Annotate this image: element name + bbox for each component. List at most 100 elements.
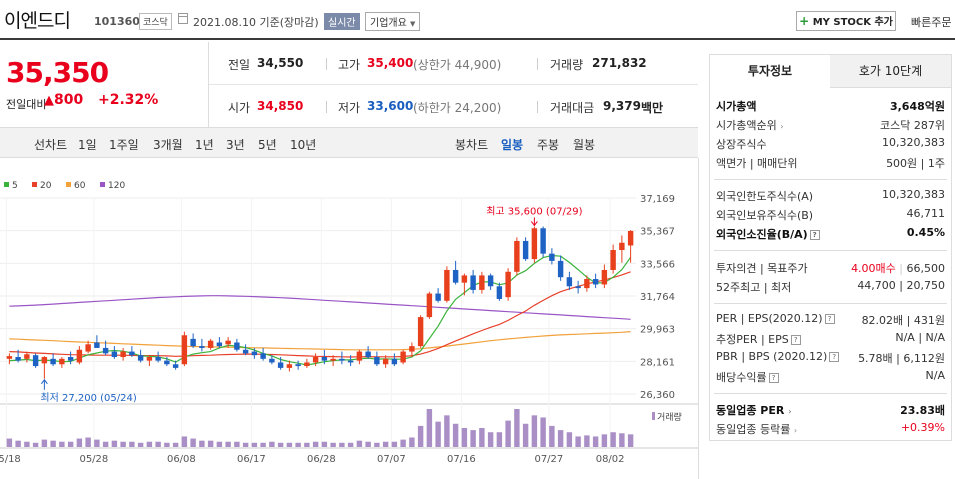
listed-shares-row: 상장주식수 10,320,383 xyxy=(716,136,945,151)
volume-bar xyxy=(85,437,91,447)
candle-body xyxy=(487,275,494,287)
x-tick-label: 08/02 xyxy=(596,454,625,465)
candle-body xyxy=(592,279,599,285)
industry-rate-row[interactable]: 동일업종 등락률 › +0.39% xyxy=(716,421,945,436)
volume-bar xyxy=(111,440,118,447)
min-annotation: 최저 27,200 (05/24) xyxy=(40,392,136,404)
volume-bar xyxy=(461,428,468,447)
diff-label: 전일대비 xyxy=(6,98,47,111)
chevron-right-icon: › xyxy=(788,407,792,416)
help-icon[interactable]: ? xyxy=(790,335,801,345)
market-cap-rank-row[interactable]: 시가총액순위 › 코스닥 287위 xyxy=(716,119,945,132)
candle-body xyxy=(409,346,415,352)
volume-bar xyxy=(304,442,310,447)
period-5y[interactable]: 5년 xyxy=(258,138,277,152)
min-arrow-head xyxy=(40,378,48,385)
base-date: 2021.08.10 기준(장마감) xyxy=(193,16,319,29)
volume-bar xyxy=(592,436,599,447)
high-label: 고가 xyxy=(338,58,361,72)
period-1d[interactable]: 1일 xyxy=(78,138,97,152)
x-tick-label: 06/08 xyxy=(167,454,196,465)
volume-value: 271,832 xyxy=(592,56,647,70)
foreign-limit-row: 외국인한도주식수(A) 10,320,383 xyxy=(716,188,945,203)
candle-body xyxy=(505,271,511,298)
volume-bar xyxy=(330,442,336,447)
industry-per-row[interactable]: 동일업종 PER › 23.83배 xyxy=(716,404,945,417)
period-10y[interactable]: 10년 xyxy=(290,138,317,152)
volume-bar xyxy=(41,439,48,447)
legend-label: 5 xyxy=(12,181,18,191)
candle-weekly[interactable]: 주봉 xyxy=(537,138,560,152)
tab-orderbook-10[interactable]: 호가 10단계 xyxy=(830,55,951,88)
volume-bar xyxy=(409,437,415,447)
volume-bar xyxy=(391,441,398,447)
candle-body xyxy=(76,349,83,363)
x-tick-label: 07/07 xyxy=(377,454,406,465)
volume-bar xyxy=(225,441,231,447)
max-arrow-head xyxy=(530,221,538,227)
max-annotation: 최고 35,600 (07/29) xyxy=(486,205,582,217)
candle-body xyxy=(374,357,380,365)
price-chart-area[interactable]: 5 20 60 120 거래량 37,169 35,367 33,566 31,764 29,… xyxy=(0,158,699,479)
stock-header: 이엔드디 101360 코스닥 2021.08.10 기준(장마감) 실시간 기… xyxy=(0,0,955,40)
candle-monthly[interactable]: 월봉 xyxy=(573,138,596,152)
volume-bar xyxy=(549,425,555,447)
y-tick-label: 33,566 xyxy=(640,259,675,270)
market-badge: 코스닥 xyxy=(139,13,172,30)
candle-body xyxy=(24,354,30,359)
candle-body xyxy=(172,364,179,368)
candle-body xyxy=(356,351,363,361)
volume-bar xyxy=(216,441,223,447)
legend-swatch xyxy=(32,182,37,187)
amount-label: 거래대금 xyxy=(550,101,595,115)
volume-bar xyxy=(199,440,205,447)
line-chart-label: 선차트 xyxy=(34,138,68,152)
volume-bar xyxy=(365,441,371,447)
x-tick-label: 05/28 xyxy=(79,454,108,465)
candle-body xyxy=(417,317,424,347)
candlestick-chart[interactable]: 5 20 60 120 거래량 37,169 35,367 33,566 31,764 29,… xyxy=(0,158,698,479)
volume-bar xyxy=(32,442,39,447)
diff-rate: +2.32% xyxy=(98,92,159,108)
ma120-line xyxy=(9,295,631,320)
candle-body xyxy=(444,269,450,301)
candle-body xyxy=(452,269,459,283)
candle-body xyxy=(461,275,468,283)
period-1y[interactable]: 1년 xyxy=(195,138,214,152)
tab-investment-info[interactable]: 투자정보 xyxy=(710,55,831,87)
volume-bar xyxy=(487,432,494,447)
help-icon[interactable]: ? xyxy=(824,314,835,324)
diff-value: ▲800 xyxy=(44,92,83,108)
ma60-line xyxy=(9,331,631,351)
candle-body xyxy=(557,260,564,278)
caret-down-icon: ▼ xyxy=(410,20,416,28)
help-icon[interactable]: ? xyxy=(809,230,820,240)
period-3m[interactable]: 3개월 xyxy=(153,138,183,152)
legend-label: 120 xyxy=(108,181,125,191)
candle-body xyxy=(549,253,555,261)
help-icon[interactable]: ? xyxy=(768,373,779,383)
period-1w[interactable]: 1주일 xyxy=(109,138,139,152)
candle-body xyxy=(391,358,398,365)
candle-body xyxy=(522,240,529,260)
lower-limit: (하한가 24,200) xyxy=(413,101,502,115)
volume-bar xyxy=(531,415,538,447)
realtime-button[interactable]: 실시간 xyxy=(324,13,360,30)
volume-bar xyxy=(181,436,188,447)
volume-bar xyxy=(24,441,30,447)
candle-daily[interactable]: 일봉 xyxy=(501,138,524,152)
candle-body xyxy=(382,358,389,365)
candle-body xyxy=(146,357,153,361)
mystock-add-button[interactable]: + MY STOCK 추가 xyxy=(796,11,896,31)
help-icon[interactable]: ? xyxy=(829,352,840,362)
volume-bar xyxy=(444,415,450,447)
candle-body xyxy=(426,293,433,318)
company-overview-button[interactable]: 기업개요 ▼ xyxy=(365,12,421,31)
volume-bar xyxy=(155,441,161,447)
current-price: 35,350 xyxy=(6,56,109,89)
quick-order-link[interactable]: 빠른주문 xyxy=(911,16,952,29)
volume-bar xyxy=(286,442,293,447)
candle-body xyxy=(339,358,345,361)
candle-body xyxy=(59,358,65,365)
period-3y[interactable]: 3년 xyxy=(226,138,245,152)
